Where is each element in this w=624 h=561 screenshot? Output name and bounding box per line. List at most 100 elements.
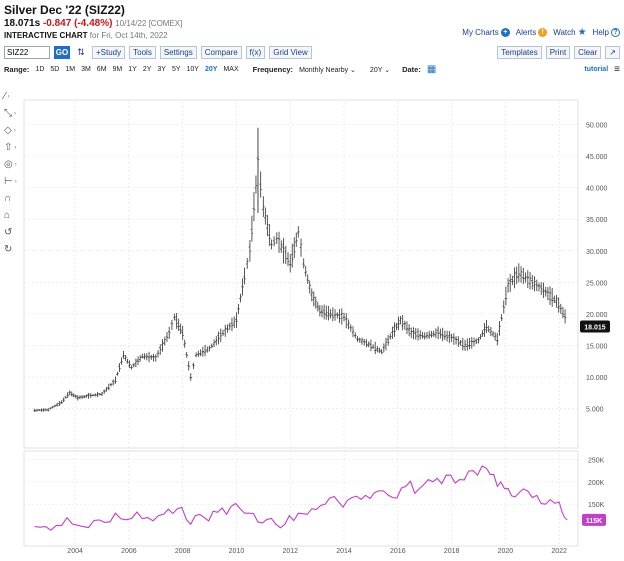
alerts-label: Alerts bbox=[515, 28, 537, 37]
trend-tool-icon[interactable]: ⤡ › bbox=[4, 108, 16, 119]
range-6m[interactable]: 6M bbox=[96, 66, 107, 73]
shape-tool-icon[interactable]: ◇ › bbox=[4, 125, 16, 136]
chevron-down-icon: ⌄ bbox=[384, 66, 391, 74]
range-5y[interactable]: 5Y bbox=[171, 66, 181, 73]
x-axis-tick-label: 2012 bbox=[282, 548, 298, 555]
alert-icon: ! bbox=[538, 28, 548, 37]
x-axis-tick-label: 2022 bbox=[551, 548, 567, 555]
chevron-down-icon: ⌄ bbox=[350, 66, 356, 74]
range-label: Range: bbox=[4, 65, 30, 74]
quote-line: 18.071s -0.847 (-4.48%) 10/14/22 [COMEX] bbox=[4, 18, 182, 29]
volume-axis-tick-label: 250K bbox=[588, 457, 605, 464]
x-axis-tick-label: 2016 bbox=[390, 548, 406, 555]
period-value: 20Y bbox=[369, 66, 383, 74]
arrow-tool-icon[interactable]: ⇧ › bbox=[4, 142, 17, 153]
price-axis-tick-label: 20.000 bbox=[586, 312, 608, 319]
lock-icon[interactable]: ⌂ bbox=[4, 210, 11, 221]
x-axis-tick-label: 2004 bbox=[67, 548, 83, 555]
price-axis-tick-label: 30.000 bbox=[586, 249, 608, 256]
page-title: Silver Dec '22 (SIZ22) bbox=[4, 3, 125, 17]
volume-axis-tick-label: 200K bbox=[588, 480, 605, 487]
range-max[interactable]: MAX bbox=[223, 66, 239, 73]
date-label: Date: bbox=[402, 65, 421, 74]
x-axis-tick-label: 2020 bbox=[498, 548, 514, 555]
x-axis-tick-label: 2008 bbox=[175, 548, 191, 555]
price-axis-tick-label: 5.000 bbox=[586, 406, 604, 413]
symbol-input[interactable] bbox=[4, 45, 50, 59]
tools-button[interactable]: Tools bbox=[129, 45, 156, 59]
chart-subtitle: INTERACTIVE CHART for Fri, Oct 14th, 202… bbox=[4, 31, 168, 40]
frequency-select[interactable]: Monthly Nearby ⌄ bbox=[299, 66, 356, 74]
volume-last-label: 115K bbox=[586, 518, 602, 525]
range-9m[interactable]: 9M bbox=[112, 66, 123, 73]
chart-type-icon[interactable]: ⇅ bbox=[77, 46, 85, 57]
x-axis-tick-label: 2010 bbox=[229, 548, 245, 555]
my-charts-label: My Charts bbox=[462, 28, 499, 37]
price-axis-tick-label: 25.000 bbox=[586, 280, 608, 287]
help-label: Help bbox=[592, 28, 609, 37]
study-button[interactable]: +Study bbox=[92, 45, 126, 59]
price-panel-frame bbox=[23, 99, 579, 449]
star-icon: ★ bbox=[577, 27, 587, 38]
alerts-link[interactable]: Alerts ! bbox=[515, 28, 548, 37]
chart-for: for Fri, Oct 14th, 2022 bbox=[89, 31, 168, 40]
range-3y[interactable]: 3Y bbox=[157, 66, 166, 73]
range-10y[interactable]: 10Y bbox=[186, 66, 199, 73]
menu-icon[interactable]: ≡ bbox=[614, 64, 620, 75]
range-1y[interactable]: 1Y bbox=[128, 66, 137, 73]
chart-label: INTERACTIVE CHART bbox=[4, 31, 88, 40]
price-axis-tick-label: 10.000 bbox=[586, 375, 608, 382]
expand-icon[interactable]: ↗ bbox=[605, 45, 620, 59]
volume-axis-tick-label: 150K bbox=[588, 502, 605, 509]
grid-view-button[interactable]: Grid View bbox=[269, 45, 312, 59]
circle-tool-icon[interactable]: ◎ › bbox=[4, 159, 17, 170]
price-change: -0.847 (-4.48%) bbox=[42, 18, 113, 29]
watch-label: Watch bbox=[553, 28, 576, 37]
watch-link[interactable]: Watch ★ bbox=[553, 27, 586, 38]
top-links: My Charts + Alerts ! Watch ★ Help ? bbox=[462, 27, 620, 38]
x-axis-tick-label: 2018 bbox=[444, 548, 460, 555]
price-axis-tick-label: 40.000 bbox=[586, 186, 608, 193]
price-axis-tick-label: 35.000 bbox=[586, 217, 608, 224]
range-bar: Range: 1D 5D 1M 3M 6M 9M 1Y 2Y 3Y 5Y 10Y… bbox=[4, 63, 620, 76]
volume-series-line bbox=[34, 465, 568, 531]
clear-button[interactable]: Clear bbox=[574, 45, 602, 59]
frequency-label: Frequency: bbox=[252, 65, 294, 74]
range-1m[interactable]: 1M bbox=[65, 66, 76, 73]
magnet-icon[interactable]: ∩ bbox=[4, 193, 12, 204]
range-1d[interactable]: 1D bbox=[35, 66, 45, 73]
range-3m[interactable]: 3M bbox=[81, 66, 91, 73]
range-2y[interactable]: 2Y bbox=[142, 66, 152, 73]
tutorial-link[interactable]: tutorial bbox=[584, 66, 608, 73]
range-20y[interactable]: 20Y bbox=[204, 66, 218, 73]
x-axis-tick-label: 2014 bbox=[336, 548, 352, 555]
help-link[interactable]: Help ? bbox=[593, 28, 620, 37]
period-select[interactable]: 20Y ⌄ bbox=[370, 66, 390, 74]
measure-tool-icon[interactable]: ⊢ › bbox=[4, 176, 17, 187]
settings-button[interactable]: Settings bbox=[159, 45, 197, 59]
calendar-icon[interactable]: ▦ bbox=[426, 64, 437, 75]
last-price-tag bbox=[580, 320, 610, 333]
volume-panel-frame bbox=[23, 450, 579, 547]
go-button[interactable]: GO bbox=[54, 45, 70, 59]
price-axis-tick-label: 15.000 bbox=[586, 343, 608, 350]
templates-button[interactable]: Templates bbox=[497, 45, 542, 59]
last-price-label: 18.015 bbox=[584, 324, 606, 331]
fx-button[interactable]: f(x) bbox=[245, 45, 266, 59]
chart-toolbar: GO ⇅ +Study Tools Settings Compare f(x) … bbox=[4, 45, 620, 59]
range-5d[interactable]: 5D bbox=[50, 66, 60, 73]
volume-last-tag bbox=[582, 513, 606, 526]
print-button[interactable]: Print bbox=[545, 45, 571, 59]
undo-icon[interactable]: ↺ bbox=[4, 227, 13, 238]
drawing-tools: ⁄ › ⤡ › ◇ › ⇧ › ◎ › ⊢ › ∩ ⌂ ↺ ↻ bbox=[4, 88, 20, 258]
frequency-value: Monthly Nearby bbox=[299, 66, 349, 74]
price-axis-tick-label: 50.000 bbox=[586, 123, 608, 130]
line-tool-icon[interactable]: ⁄ › bbox=[4, 91, 10, 102]
price-axis-tick-label: 45.000 bbox=[586, 154, 608, 161]
plus-icon: + bbox=[500, 28, 510, 37]
compare-button[interactable]: Compare bbox=[200, 45, 242, 59]
x-axis-tick-label: 2006 bbox=[121, 548, 137, 555]
redo-icon[interactable]: ↻ bbox=[4, 244, 13, 255]
my-charts-link[interactable]: My Charts + bbox=[462, 28, 510, 37]
